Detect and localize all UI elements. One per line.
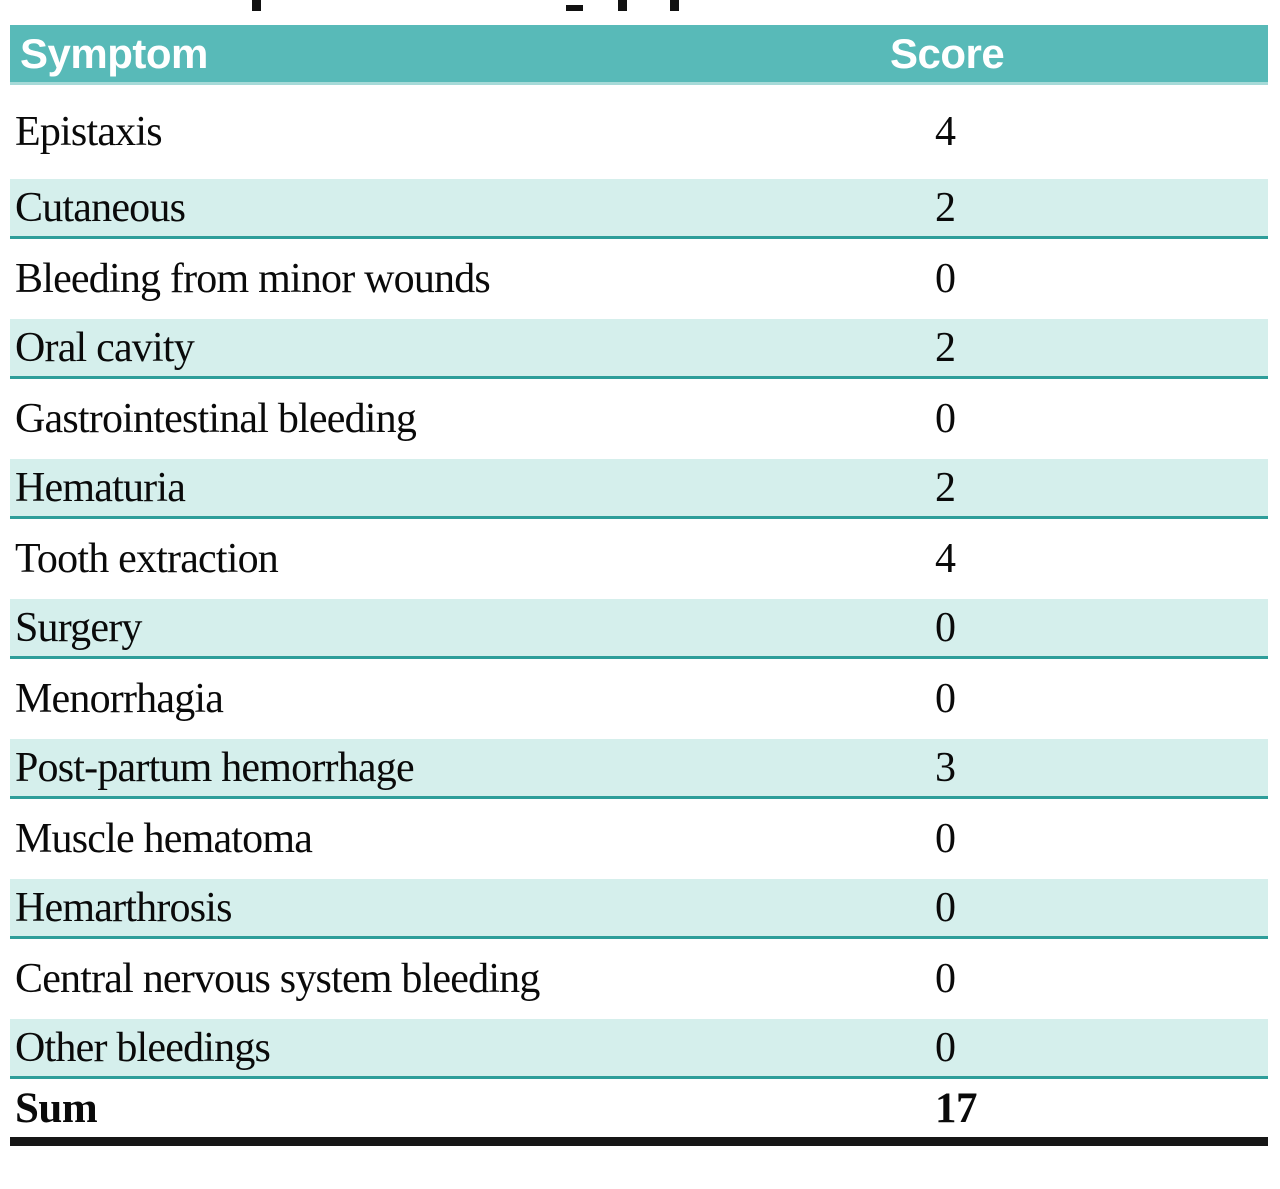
symptom-cell: Epistaxis [15, 109, 163, 155]
table-row: Tooth extraction 4 [10, 519, 1268, 599]
sum-score-cell: 17 [890, 1084, 1268, 1133]
table-body: Epistaxis 4 Cutaneous 2 Bleeding from minor … [10, 85, 1268, 1079]
score-value: 2 [935, 464, 956, 511]
cropped-letter-stub [252, 0, 261, 11]
score-value: 2 [935, 184, 956, 231]
score-cell: 0 [890, 955, 1268, 1003]
score-cell: 0 [890, 255, 1268, 303]
score-cell: 0 [890, 604, 1268, 652]
table-row: Bleeding from minor wounds 0 [10, 239, 1268, 319]
score-cell: 2 [890, 184, 1268, 232]
cropped-letter-stub [670, 0, 679, 11]
table-row: Central nervous system bleeding 0 [10, 939, 1268, 1019]
score-cell: 0 [890, 675, 1268, 723]
score-value: 4 [935, 536, 956, 582]
table-row: Menorrhagia 0 [10, 659, 1268, 739]
score-value: 0 [935, 816, 956, 862]
score-value: 0 [935, 256, 956, 302]
score-value: 2 [935, 324, 956, 371]
symptom-cell: Bleeding from minor wounds [15, 256, 491, 302]
symptom-cell: Cutaneous [15, 184, 186, 231]
table-row: Cutaneous 2 [10, 179, 1268, 239]
cropped-letter-stub [618, 0, 627, 11]
table-row: Other bleedings 0 [10, 1019, 1268, 1079]
sum-score-value: 17 [935, 1084, 978, 1132]
score-value: 0 [935, 604, 956, 651]
score-cell: 3 [890, 744, 1268, 792]
column-header-symptom: Symptom [20, 29, 208, 77]
symptom-cell: Menorrhagia [15, 676, 224, 722]
score-cell: 4 [890, 108, 1268, 156]
score-cell: 0 [890, 815, 1268, 863]
column-header-score: Score [890, 29, 1005, 77]
score-value: 0 [935, 884, 956, 931]
table-row: Hematuria 2 [10, 459, 1268, 519]
score-cell: 0 [890, 884, 1268, 932]
symptom-cell: Tooth extraction [15, 536, 279, 582]
table-row: Post-partum hemorrhage 3 [10, 739, 1268, 799]
table-row: Gastrointestinal bleeding 0 [10, 379, 1268, 459]
symptom-cell: Oral cavity [15, 324, 195, 371]
symptom-cell: Hemarthrosis [15, 884, 232, 931]
symptom-cell: Gastrointestinal bleeding [15, 396, 417, 442]
score-cell: 2 [890, 324, 1268, 372]
table-row: Hemarthrosis 0 [10, 879, 1268, 939]
score-value: 3 [935, 744, 956, 791]
score-cell: 4 [890, 535, 1268, 583]
table-row: Surgery 0 [10, 599, 1268, 659]
score-value: 0 [935, 1024, 956, 1071]
bleeding-score-table: Symptom Score Epistaxis 4 Cutaneous 2 Bleedi… [10, 25, 1268, 1146]
score-cell: 2 [890, 464, 1268, 512]
score-value: 0 [935, 956, 956, 1002]
symptom-cell: Muscle hematoma [15, 816, 313, 862]
symptom-cell: Other bleedings [15, 1024, 271, 1071]
score-value: 0 [935, 676, 956, 722]
symptom-cell: Hematuria [15, 464, 186, 511]
sum-label: Sum [15, 1084, 98, 1132]
cropped-caption-remnant [0, 0, 1280, 14]
table-sum-row: Sum 17 [10, 1079, 1268, 1146]
symptom-cell: Surgery [15, 604, 142, 651]
table-header-row: Symptom Score [10, 25, 1268, 85]
symptom-cell: Post-partum hemorrhage [15, 744, 415, 791]
table-row: Oral cavity 2 [10, 319, 1268, 379]
table-row: Epistaxis 4 [10, 85, 1268, 179]
score-value: 0 [935, 396, 956, 442]
symptom-cell: Central nervous system bleeding [15, 956, 540, 1002]
table-row: Muscle hematoma 0 [10, 799, 1268, 879]
score-value: 4 [935, 109, 956, 155]
cropped-letter-stub [566, 5, 583, 11]
score-cell: 0 [890, 1024, 1268, 1072]
score-cell: 0 [890, 395, 1268, 443]
